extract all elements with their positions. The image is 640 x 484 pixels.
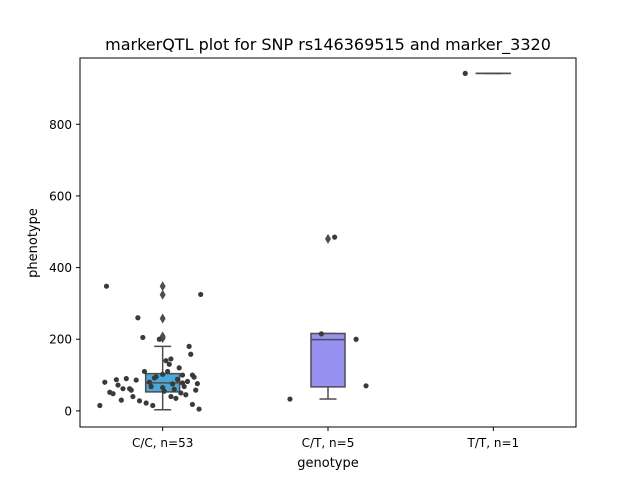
- y-axis-label: phenotype: [26, 208, 41, 278]
- data-point: [180, 380, 185, 385]
- data-point: [157, 337, 162, 342]
- data-point: [183, 392, 188, 397]
- x-tick-label: C/T, n=5: [302, 436, 355, 450]
- x-axis-label: genotype: [297, 456, 358, 471]
- data-point: [142, 369, 147, 374]
- data-point: [463, 71, 468, 76]
- data-point: [168, 356, 173, 361]
- data-point: [135, 315, 140, 320]
- data-point: [104, 284, 109, 289]
- data-point: [332, 235, 337, 240]
- y-tick-label: 400: [49, 261, 72, 275]
- data-point: [140, 335, 145, 340]
- x-tick-label: T/T, n=1: [467, 436, 520, 450]
- data-point: [167, 362, 172, 367]
- data-point: [187, 344, 192, 349]
- data-point: [148, 384, 153, 389]
- data-point: [196, 406, 201, 411]
- chart-title: markerQTL plot for SNP rs146369515 and m…: [105, 35, 551, 55]
- data-point: [97, 403, 102, 408]
- box: [311, 333, 345, 386]
- y-tick-label: 0: [64, 404, 72, 418]
- data-point: [173, 396, 178, 401]
- data-point: [134, 377, 139, 382]
- data-point: [178, 390, 183, 395]
- data-point: [160, 372, 165, 377]
- data-point: [115, 382, 120, 387]
- data-point: [198, 292, 203, 297]
- data-point: [188, 352, 193, 357]
- data-point: [102, 380, 107, 385]
- data-point: [124, 376, 129, 381]
- data-point: [130, 394, 135, 399]
- data-point: [110, 391, 115, 396]
- points-group: [463, 71, 468, 76]
- data-point: [287, 396, 292, 401]
- data-point: [170, 381, 175, 386]
- data-point: [177, 365, 182, 370]
- y-tick-label: 800: [49, 118, 72, 132]
- data-point: [180, 372, 185, 377]
- data-point: [354, 337, 359, 342]
- data-point: [319, 331, 324, 336]
- data-point: [165, 369, 170, 374]
- data-point: [137, 398, 142, 403]
- data-point: [363, 383, 368, 388]
- y-tick-label: 600: [49, 189, 72, 203]
- data-point: [160, 385, 165, 390]
- x-tick-label: C/C, n=53: [132, 436, 193, 450]
- data-point: [152, 375, 157, 380]
- data-point: [175, 377, 180, 382]
- data-point: [172, 387, 177, 392]
- data-point: [150, 403, 155, 408]
- data-point: [195, 381, 200, 386]
- data-point: [190, 402, 195, 407]
- data-point: [119, 398, 124, 403]
- data-point: [190, 372, 195, 377]
- data-point: [193, 388, 198, 393]
- data-point: [120, 386, 125, 391]
- data-point: [185, 379, 190, 384]
- data-point: [129, 388, 134, 393]
- data-point: [144, 400, 149, 405]
- data-point: [168, 394, 173, 399]
- data-point: [114, 377, 119, 382]
- y-tick-label: 200: [49, 333, 72, 347]
